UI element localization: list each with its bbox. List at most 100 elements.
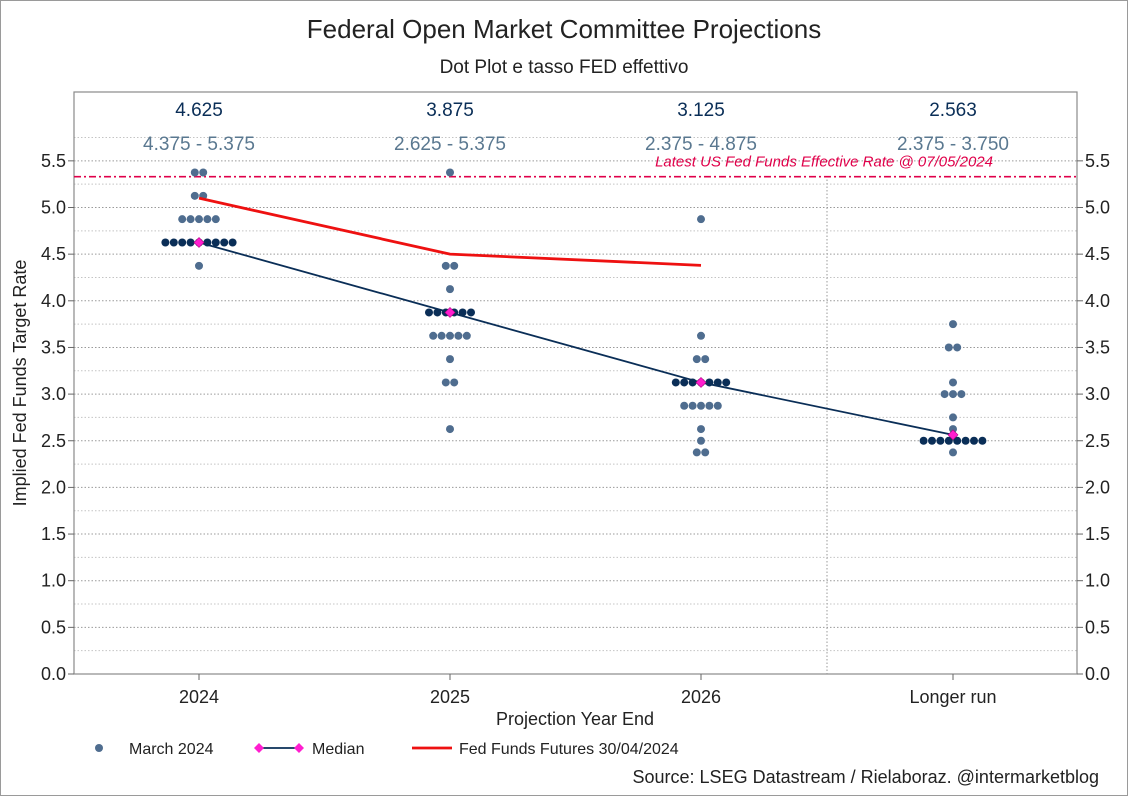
projection-dot [697, 425, 705, 434]
median-header: 3.125 [677, 100, 725, 121]
futures-line-group [198, 196, 702, 267]
projection-dot [186, 215, 195, 224]
plot-area-border [73, 91, 1078, 675]
legend: March 2024 Median Fed Funds Futures 30/04/… [95, 741, 679, 758]
x-axis: 2024 2025 2026 Longer run [179, 674, 997, 707]
y-tick-label: 2.0 [41, 477, 66, 497]
projection-dot [697, 331, 705, 340]
projection-dot [949, 390, 957, 399]
legend-median-marker [254, 743, 264, 753]
projection-dot [949, 413, 957, 422]
range-header: 2.375 - 4.875 [645, 134, 757, 155]
y-tick-label-right: 5.0 [1085, 198, 1110, 218]
legend-label: Median [312, 741, 364, 758]
projection-dot [446, 168, 454, 177]
projection-dot [169, 238, 178, 247]
projection-dot [953, 343, 962, 352]
x-axis-label: Projection Year End [496, 709, 654, 729]
projection-dot [425, 308, 433, 317]
projection-dot [680, 378, 689, 387]
y-tick-label: 1.5 [41, 524, 66, 544]
projection-dot [671, 378, 680, 387]
y-axis-label: Implied Fed Funds Target Rate [10, 260, 30, 507]
projection-dot [978, 436, 987, 445]
y-axis-right: 0.0 0.5 1.0 1.5 2.0 2.5 3.0 3.5 4.0 4.5 5.0 5.5 [1077, 151, 1110, 684]
projection-dot [949, 320, 957, 329]
projection-dot [195, 215, 203, 224]
projection-dot [211, 238, 220, 247]
projection-dot [186, 238, 195, 247]
projection-dot [940, 390, 949, 399]
projection-dot [458, 308, 467, 317]
projection-dot [697, 436, 705, 445]
projection-dot [161, 238, 170, 247]
projection-dot [705, 401, 714, 410]
projection-dot [697, 215, 705, 224]
x-tick-label: 2024 [179, 687, 219, 707]
y-tick-label: 0.0 [41, 664, 66, 684]
projection-dot [441, 261, 450, 270]
projection-dot [713, 401, 722, 410]
projection-dot [178, 215, 187, 224]
median-header: 2.563 [929, 100, 977, 121]
x-tick-label: Longer run [909, 687, 996, 707]
projection-dot [949, 448, 957, 457]
x-tick-label: 2026 [681, 687, 721, 707]
y-tick-label: 3.0 [41, 384, 66, 404]
projection-dot [211, 215, 220, 224]
projection-dot [957, 390, 966, 399]
chart-title: Federal Open Market Committee Projection… [307, 14, 821, 44]
projection-dot [970, 436, 978, 445]
projection-dot [928, 436, 936, 445]
projection-dot [190, 191, 199, 200]
projection-dot [450, 378, 459, 387]
projection-dot [467, 308, 475, 317]
projection-dot [701, 355, 710, 364]
projection-dot [949, 378, 957, 387]
median-marker [695, 377, 707, 388]
projection-dot [446, 285, 454, 294]
y-tick-label-right: 2.5 [1085, 431, 1110, 451]
projection-dot [680, 401, 689, 410]
range-header: 2.625 - 5.375 [394, 134, 506, 155]
median-marker [947, 429, 959, 441]
y-tick-label-right: 4.0 [1085, 291, 1110, 311]
y-tick-label: 4.5 [41, 244, 66, 264]
projection-dot [692, 448, 701, 457]
projection-dot [936, 436, 945, 445]
projection-dot [944, 343, 953, 352]
median-header: 4.625 [175, 100, 223, 121]
dots-group [161, 168, 987, 457]
y-tick-label-right: 4.5 [1085, 244, 1110, 264]
legend-dot-marker [95, 744, 103, 752]
y-tick-label-right: 2.0 [1085, 477, 1110, 497]
projection-dot [454, 331, 463, 340]
y-tick-label-right: 0.0 [1085, 664, 1110, 684]
projection-dot [446, 425, 454, 434]
median-marker [193, 237, 205, 248]
projection-dot [462, 331, 471, 340]
y-tick-label: 0.5 [41, 617, 66, 637]
median-marker [444, 307, 456, 318]
y-tick-label-right: 1.0 [1085, 571, 1110, 591]
projection-dot [944, 436, 953, 445]
projection-dot [446, 331, 454, 340]
y-tick-label: 5.0 [41, 198, 66, 218]
median-header: 3.875 [426, 100, 474, 121]
projection-dot [688, 401, 697, 410]
source-note: Source: LSEG Datastream / Rielaboraz. @i… [633, 767, 1099, 787]
projection-dot [961, 436, 970, 445]
futures-line [198, 196, 702, 267]
projection-dot [953, 436, 962, 445]
grid-lines [74, 137, 1077, 652]
legend-label: Fed Funds Futures 30/04/2024 [459, 741, 679, 758]
median-line-group [193, 237, 959, 441]
reference-line-group: Latest US Fed Funds Effective Rate @ 07/… [74, 154, 1077, 178]
projection-dot [701, 448, 710, 457]
projection-dot [220, 238, 229, 247]
projection-dot [697, 401, 705, 410]
median-line [198, 241, 954, 436]
y-tick-label: 5.5 [41, 151, 66, 171]
